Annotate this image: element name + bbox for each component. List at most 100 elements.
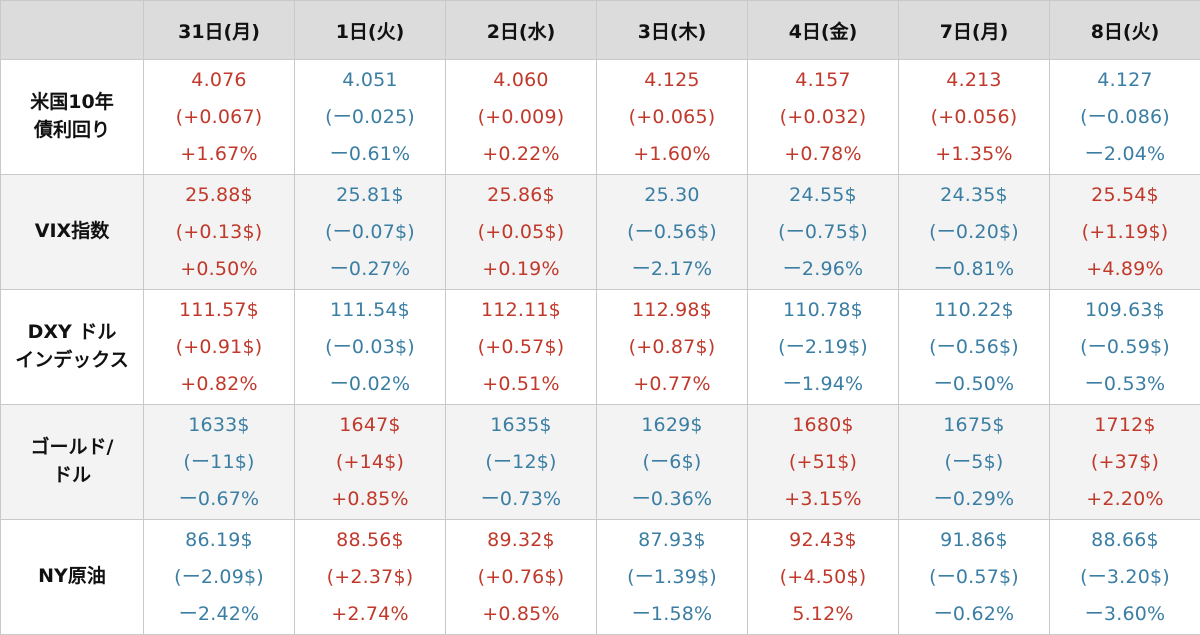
cell-value: 4.213 — [899, 62, 1049, 99]
cell-change: (+2.37$) — [295, 559, 445, 596]
cell-percent: ー2.04% — [1050, 136, 1200, 173]
data-cell: 4.127(ー0.086)ー2.04% — [1050, 60, 1200, 175]
cell-value: 24.55$ — [748, 177, 898, 214]
day-header: 4日(金) — [748, 1, 899, 60]
data-cell: 92.43$(+4.50$)5.12% — [748, 520, 899, 635]
cell-percent: +2.74% — [295, 596, 445, 633]
data-cell: 112.98$(+0.87$)+0.77% — [597, 290, 748, 405]
data-cell: 111.54$(ー0.03$)ー0.02% — [295, 290, 446, 405]
cell-percent: ー2.96% — [748, 251, 898, 288]
row-label-line: ゴールド/ — [31, 436, 114, 458]
cell-percent: +0.85% — [295, 481, 445, 518]
cell-percent: +2.20% — [1050, 481, 1200, 518]
cell-change: (ー5$) — [899, 444, 1049, 481]
cell-change: (+0.009) — [446, 99, 596, 136]
table-row: ゴールド/ ドル 1633$(ー11$)ー0.67% 1647$(+14$)+0… — [1, 405, 1200, 520]
cell-value: 25.54$ — [1050, 177, 1200, 214]
cell-change: (+51$) — [748, 444, 898, 481]
row-label: VIX指数 — [1, 175, 144, 290]
day-header: 3日(木) — [597, 1, 748, 60]
row-label-line: VIX指数 — [35, 220, 109, 242]
cell-percent: +0.78% — [748, 136, 898, 173]
data-cell: 88.56$(+2.37$)+2.74% — [295, 520, 446, 635]
cell-change: (ー2.09$) — [144, 559, 294, 596]
cell-percent: +0.82% — [144, 366, 294, 403]
table-row: VIX指数 25.88$(+0.13$)+0.50% 25.81$(ー0.07$… — [1, 175, 1200, 290]
cell-percent: +0.22% — [446, 136, 596, 173]
cell-percent: ー2.17% — [597, 251, 747, 288]
header-row: 31日(月) 1日(火) 2日(水) 3日(木) 4日(金) 7日(月) 8日(… — [1, 1, 1200, 60]
cell-value: 1680$ — [748, 407, 898, 444]
cell-value: 4.157 — [748, 62, 898, 99]
table-row: 米国10年 債利回り 4.076(+0.067)+1.67% 4.051(ー0.… — [1, 60, 1200, 175]
cell-value: 4.127 — [1050, 62, 1200, 99]
cell-change: (+0.05$) — [446, 214, 596, 251]
cell-percent: ー0.73% — [446, 481, 596, 518]
cell-value: 1647$ — [295, 407, 445, 444]
cell-percent: ー0.29% — [899, 481, 1049, 518]
cell-change: (ー0.59$) — [1050, 329, 1200, 366]
cell-change: (ー0.57$) — [899, 559, 1049, 596]
cell-change: (ー0.75$) — [748, 214, 898, 251]
cell-percent: ー0.02% — [295, 366, 445, 403]
cell-change: (ー0.086) — [1050, 99, 1200, 136]
row-label-line: ドル — [53, 464, 91, 486]
cell-value: 4.060 — [446, 62, 596, 99]
cell-value: 88.66$ — [1050, 522, 1200, 559]
cell-value: 1635$ — [446, 407, 596, 444]
row-label-line: DXY ドル — [28, 321, 117, 343]
data-cell: 112.11$(+0.57$)+0.51% — [446, 290, 597, 405]
cell-change: (ー0.56$) — [899, 329, 1049, 366]
cell-percent: ー0.50% — [899, 366, 1049, 403]
data-cell: 4.076(+0.067)+1.67% — [144, 60, 295, 175]
row-label-line: インデックス — [15, 349, 128, 371]
cell-change: (ー0.025) — [295, 99, 445, 136]
cell-percent: +0.77% — [597, 366, 747, 403]
data-cell: 1712$(+37$)+2.20% — [1050, 405, 1200, 520]
cell-value: 25.30 — [597, 177, 747, 214]
cell-value: 110.78$ — [748, 292, 898, 329]
cell-value: 87.93$ — [597, 522, 747, 559]
data-cell: 88.66$(ー3.20$)ー3.60% — [1050, 520, 1200, 635]
cell-percent: +1.60% — [597, 136, 747, 173]
data-cell: 24.35$(ー0.20$)ー0.81% — [899, 175, 1050, 290]
cell-value: 4.051 — [295, 62, 445, 99]
data-cell: 1675$(ー5$)ー0.29% — [899, 405, 1050, 520]
cell-change: (+0.032) — [748, 99, 898, 136]
data-cell: 89.32$(+0.76$)+0.85% — [446, 520, 597, 635]
cell-value: 89.32$ — [446, 522, 596, 559]
cell-value: 1675$ — [899, 407, 1049, 444]
cell-percent: ー1.94% — [748, 366, 898, 403]
cell-change: (ー0.03$) — [295, 329, 445, 366]
row-label: ゴールド/ ドル — [1, 405, 144, 520]
cell-percent: ー0.61% — [295, 136, 445, 173]
data-cell: 4.051(ー0.025)ー0.61% — [295, 60, 446, 175]
cell-value: 111.57$ — [144, 292, 294, 329]
data-cell: 1629$(ー6$)ー0.36% — [597, 405, 748, 520]
row-label: NY原油 — [1, 520, 144, 635]
day-header: 2日(水) — [446, 1, 597, 60]
cell-change: (+0.13$) — [144, 214, 294, 251]
cell-change: (+0.57$) — [446, 329, 596, 366]
data-cell: 1647$(+14$)+0.85% — [295, 405, 446, 520]
cell-change: (+1.19$) — [1050, 214, 1200, 251]
data-cell: 25.54$(+1.19$)+4.89% — [1050, 175, 1200, 290]
day-header: 7日(月) — [899, 1, 1050, 60]
day-header: 1日(火) — [295, 1, 446, 60]
cell-value: 109.63$ — [1050, 292, 1200, 329]
cell-change: (+0.056) — [899, 99, 1049, 136]
cell-value: 25.86$ — [446, 177, 596, 214]
cell-change: (+0.91$) — [144, 329, 294, 366]
cell-change: (ー0.20$) — [899, 214, 1049, 251]
cell-change: (ー6$) — [597, 444, 747, 481]
cell-value: 1633$ — [144, 407, 294, 444]
cell-value: 1629$ — [597, 407, 747, 444]
cell-percent: +0.19% — [446, 251, 596, 288]
cell-percent: +0.50% — [144, 251, 294, 288]
table-row: DXY ドル インデックス 111.57$(+0.91$)+0.82% 111.… — [1, 290, 1200, 405]
cell-change: (ー0.56$) — [597, 214, 747, 251]
cell-change: (+0.87$) — [597, 329, 747, 366]
data-cell: 24.55$(ー0.75$)ー2.96% — [748, 175, 899, 290]
cell-change: (+0.76$) — [446, 559, 596, 596]
cell-change: (ー1.39$) — [597, 559, 747, 596]
